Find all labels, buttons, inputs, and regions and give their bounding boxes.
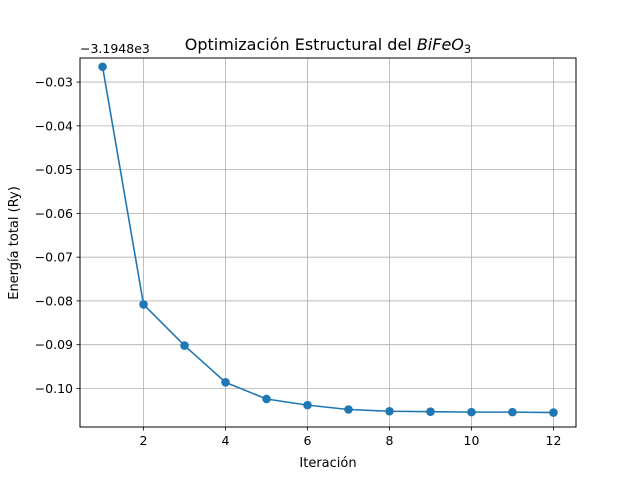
data-point [139, 300, 148, 309]
data-point [180, 341, 189, 350]
y-axis-offset-text: −3.1948e3 [80, 41, 150, 56]
data-point [344, 405, 353, 414]
y-tick-label: −0.10 [35, 381, 73, 396]
series-layer [98, 62, 558, 417]
x-axis-label: Iteración [299, 456, 356, 471]
x-tick-label: 10 [464, 433, 480, 448]
series-line [101, 66, 554, 414]
ticks: 2 4 6 8 10 12 −0.03 −0.04 −0.05 −0.06 −0.07 −0.08 −0… [35, 75, 562, 448]
data-point [303, 400, 312, 410]
y-tick-label: −0.09 [35, 337, 73, 352]
grid [80, 58, 576, 427]
y-tick-label: −0.05 [35, 162, 73, 177]
x-tick-label: 12 [546, 433, 562, 448]
y-tick-label: −0.07 [35, 250, 73, 265]
y-tick-label: −0.08 [35, 293, 73, 308]
data-point [221, 378, 230, 387]
y-tick-label: −0.04 [35, 118, 73, 133]
chart-title: Optimización Estructural del BiFeO3 [185, 35, 471, 56]
chart-title-main: Optimización Estructural del [185, 35, 417, 54]
data-point [262, 394, 271, 404]
x-tick-label: 8 [386, 433, 394, 448]
y-tick-label: −0.06 [35, 206, 73, 221]
data-point [549, 408, 558, 417]
x-tick-label: 4 [222, 433, 230, 448]
data-point [98, 62, 107, 72]
y-axis-label: Energía total (Ry) [7, 186, 22, 300]
x-tick-label: 6 [304, 433, 312, 448]
data-point [426, 407, 435, 416]
data-point [508, 407, 517, 417]
data-point [467, 407, 476, 417]
plot-frame [79, 57, 577, 428]
data-point [385, 406, 394, 416]
chart-title-subscript: 3 [464, 42, 471, 56]
x-tick-label: 2 [140, 433, 148, 448]
y-tick-label: −0.03 [35, 75, 73, 90]
chart-title-formula: BiFeO [417, 35, 464, 54]
